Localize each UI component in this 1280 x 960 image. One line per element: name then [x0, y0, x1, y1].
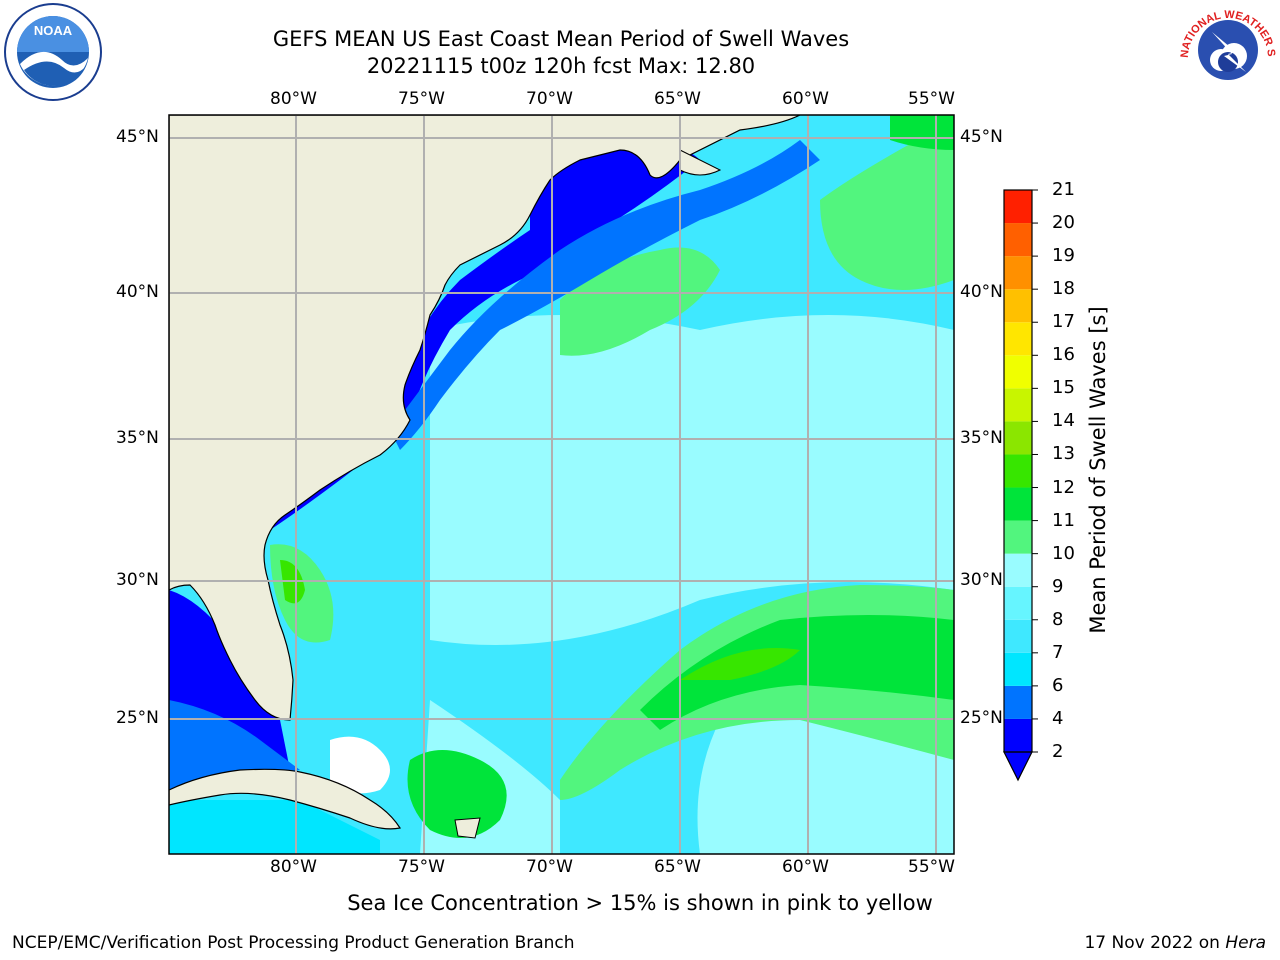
footer-date-text: 17 Nov 2022 on	[1084, 933, 1226, 953]
colorbar-tick-label: 7	[1052, 641, 1064, 663]
swell-region-6s	[169, 800, 380, 854]
footer-host: Hera	[1225, 933, 1266, 953]
colorbar-tick-label: 21	[1052, 179, 1075, 200]
lat-label-left: 35°N	[116, 428, 159, 448]
lon-label-top: 60°W	[782, 89, 829, 109]
hispaniola-land	[454, 817, 481, 839]
swell-region-4s	[390, 140, 820, 450]
colorbar-swatch	[1004, 685, 1032, 719]
swell-region-10s	[820, 120, 954, 290]
footer-credit: NCEP/EMC/Verification Post Processing Pr…	[12, 933, 575, 953]
lon-label-top: 70°W	[526, 89, 573, 109]
sea-ice-note: Sea Ice Concentration > 15% is shown in …	[347, 891, 933, 915]
colorbar-swatch	[1004, 289, 1032, 323]
colorbar-tick-label: 15	[1052, 377, 1075, 399]
swell-region-12s	[680, 648, 800, 680]
colorbar-tick-label: 14	[1052, 410, 1075, 432]
colorbar-swatch	[1004, 223, 1032, 257]
colorbar-swatch	[1004, 718, 1032, 752]
lon-label-bottom: 75°W	[398, 857, 445, 877]
swell-region-4s	[169, 700, 300, 790]
lat-label-right: 45°N	[960, 127, 1003, 147]
lat-label-right: 35°N	[960, 428, 1003, 448]
colorbar-tick-label: 12	[1052, 476, 1075, 498]
footer-date: 17 Nov 2022 on Hera	[1084, 933, 1266, 953]
colorbar-title: Mean Period of Swell Waves [s]	[1086, 306, 1110, 634]
colorbar-swatch	[1004, 487, 1032, 521]
colorbar-swatch	[1004, 190, 1032, 224]
colorbar-tick-label: 9	[1052, 575, 1064, 597]
lat-label-left: 25°N	[116, 708, 159, 728]
colorbar-swatch	[1004, 256, 1032, 290]
colorbar-swatch	[1004, 553, 1032, 587]
colorbar-swatch	[1004, 586, 1032, 620]
colorbar-tick-label: 18	[1052, 278, 1075, 300]
lat-label-right: 40°N	[960, 282, 1003, 302]
lat-label-left: 40°N	[116, 282, 159, 302]
lon-label-bottom: 65°W	[654, 857, 701, 877]
map-title: GEFS MEAN US East Coast Mean Period of S…	[272, 27, 850, 51]
svg-text:NOAA: NOAA	[34, 23, 73, 38]
lon-label-top: 80°W	[270, 89, 317, 109]
lon-label-bottom: 70°W	[526, 857, 573, 877]
colorbar-swatch	[1004, 388, 1032, 422]
map-field	[169, 115, 954, 854]
colorbar-swatch	[1004, 520, 1032, 554]
colorbar-tick-label: 16	[1052, 344, 1075, 366]
map-gridlines	[169, 115, 954, 854]
colorbar-extend-min	[1003, 751, 1033, 782]
swell-region-11s	[407, 750, 507, 838]
colorbar-swatch	[1004, 322, 1032, 356]
swell-region-9s	[697, 710, 954, 854]
lon-label-bottom: 55°W	[908, 857, 955, 877]
colorbar	[1003, 189, 1038, 782]
noaa-logo: NOAA	[2, 2, 104, 106]
colorbar-tick-label: 11	[1052, 509, 1075, 531]
colorbar-swatch	[1004, 652, 1032, 686]
no-data-area	[330, 736, 390, 794]
colorbar-tick-label: 20	[1052, 212, 1075, 234]
nws-logo: NATIONAL WEATHER SERVICE	[1172, 0, 1280, 106]
colorbar-tick-label: 13	[1052, 443, 1075, 465]
lon-label-top: 65°W	[654, 89, 701, 109]
cuba-land	[169, 768, 401, 830]
colorbar-frame	[1003, 189, 1033, 753]
lat-label-right: 25°N	[960, 708, 1003, 728]
swell-region-11s	[640, 615, 954, 730]
colorbar-swatch	[1004, 454, 1032, 488]
swell-region-11s	[890, 115, 954, 150]
colorbar-tick-label: 8	[1052, 608, 1064, 630]
lon-label-bottom: 60°W	[782, 857, 829, 877]
colorbar-tick-label: 2	[1052, 741, 1064, 762]
lon-label-bottom: 80°W	[270, 857, 317, 877]
map-subtitle: 20221115 t00z 120h fcst Max: 12.80	[366, 54, 756, 78]
colorbar-tick-label: 19	[1052, 245, 1075, 267]
colorbar-tick-label: 4	[1052, 707, 1064, 729]
colorbar-swatch	[1004, 355, 1032, 389]
colorbar-swatch	[1004, 619, 1032, 653]
lat-label-left: 30°N	[116, 570, 159, 590]
nova-scotia-land	[679, 149, 722, 176]
lon-label-top: 75°W	[398, 89, 445, 109]
lat-label-left: 45°N	[116, 127, 159, 147]
colorbar-tick-label: 17	[1052, 311, 1075, 333]
lat-label-right: 30°N	[960, 570, 1003, 590]
lon-label-top: 55°W	[908, 89, 955, 109]
colorbar-tick-label: 10	[1052, 542, 1075, 564]
colorbar-swatch	[1004, 421, 1032, 455]
north-america-land	[169, 115, 801, 721]
colorbar-tick-label: 6	[1052, 674, 1064, 696]
swell-region-9s	[430, 315, 954, 645]
map-frame	[168, 114, 955, 855]
